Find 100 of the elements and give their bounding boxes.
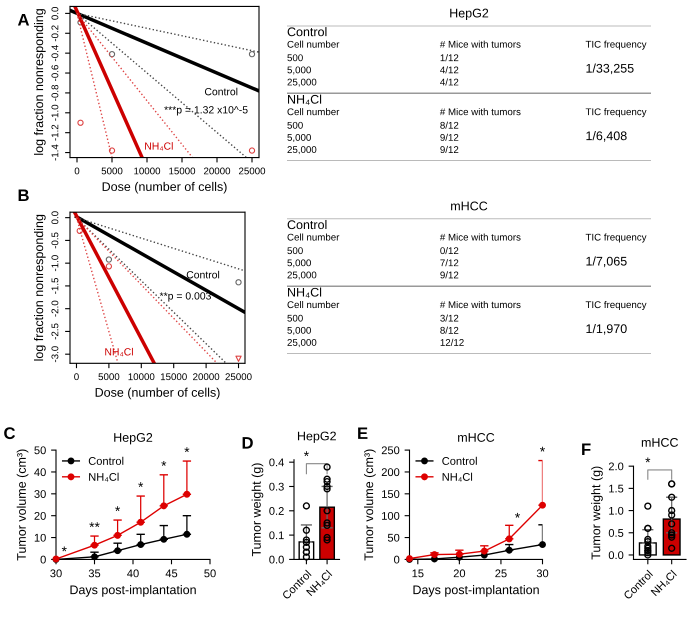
text: 500 (287, 314, 303, 322)
x-tick-label: 20 (454, 569, 466, 578)
y-tick-label: 2.0 (608, 462, 624, 470)
x-tick-label: 10000 (134, 168, 160, 174)
y-tick-label: -0.8 (51, 84, 58, 101)
text: NH₄Cl (288, 94, 322, 105)
y-tick-label: -2.5 (51, 323, 58, 340)
text: C (4, 427, 16, 440)
text: 25,000 (287, 78, 316, 87)
text: D (242, 437, 253, 449)
text: Cell number (287, 40, 340, 48)
text: 5,000 (287, 326, 311, 335)
text: TIC frequency (586, 108, 647, 118)
annotation: ***p = 1.32 x10^-5 (164, 106, 248, 116)
annotation: * (115, 506, 120, 512)
y-tick-label: -1.0 (51, 104, 58, 121)
text: TIC frequency (586, 301, 647, 310)
chart-title: HepG2 (114, 433, 152, 444)
text: Cell number (287, 300, 340, 308)
text: 3/12 (440, 314, 458, 322)
text: NH₄Cl (288, 287, 322, 298)
y-tick-label: 20 (34, 512, 46, 520)
text: # Mice with tumors (440, 233, 521, 241)
legend-label: NH₄Cl (442, 472, 472, 482)
annotation: NH₄Cl (145, 142, 173, 151)
text: 0/12 (440, 246, 458, 254)
y-tick-label: 1.0 (609, 506, 624, 515)
y-tick-label: -1.4 (52, 144, 58, 161)
x-tick-label: 35 (88, 569, 100, 578)
text: 5,000 (287, 66, 311, 75)
y-tick-label: 0.2 (269, 507, 284, 515)
text: F (582, 444, 591, 455)
y-axis-title: Tumor weight (g) (252, 463, 264, 556)
y-axis-title: Tumor volume (cm³) (364, 450, 376, 560)
text: * (304, 451, 309, 456)
y-tick-label: 40 (34, 468, 46, 476)
annotation: Control (186, 270, 220, 278)
text: 500 (287, 247, 303, 254)
text: Cell number (287, 108, 340, 116)
text: 12/12 (440, 338, 464, 346)
y-tick-label: 250 (382, 446, 400, 454)
y-tick-label: 0.1 (269, 531, 284, 540)
text: 8/12 (440, 326, 458, 334)
x-tick-label: 30 (536, 569, 548, 578)
text: 500 (287, 122, 303, 129)
text: HepG2 (450, 8, 488, 20)
y-tick-label: -0.6 (51, 65, 58, 81)
annotation: Control (204, 88, 238, 96)
text: 25,000 (287, 339, 316, 348)
text: 1/12 (440, 54, 458, 62)
x-axis-title: Dose (number of cells) (102, 182, 227, 194)
y-tick-label: -0.2 (51, 25, 58, 42)
y-tick-label: -3.0 (51, 346, 58, 362)
y-tick-label: 10 (34, 534, 46, 542)
text: 9/12 (440, 134, 458, 141)
text: 9/12 (440, 271, 458, 278)
x-tick-label: 25000 (225, 373, 252, 380)
text: 9/12 (440, 146, 458, 154)
y-axis-title: Tumor weight (g) (591, 466, 603, 560)
text: Control (288, 27, 326, 36)
text: 1/1,970 (586, 324, 627, 335)
text: TIC frequency (586, 233, 647, 243)
text: TIC frequency (586, 40, 647, 50)
y-axis-title: log fraction nonresponding (34, 214, 46, 361)
text: A (18, 14, 30, 26)
text: B (18, 190, 29, 202)
annotation: * (138, 482, 144, 488)
annotation: * (540, 446, 545, 452)
y-tick-label: 0.3 (269, 482, 284, 491)
text: 7/12 (440, 259, 458, 266)
x-tick-label: 0 (74, 168, 80, 174)
text: 8/12 (440, 122, 458, 129)
text: E (358, 427, 368, 439)
annotation: **p = 0.003 (160, 292, 211, 302)
y-tick-label: 0 (40, 556, 46, 564)
text: 25,000 (287, 146, 316, 154)
x-tick-label: 50 (204, 569, 216, 578)
annotation: * (62, 546, 67, 552)
y-axis-title: Tumor volume (cm³) (16, 450, 28, 560)
x-tick-label: 0 (74, 373, 79, 380)
annotation: NH₄Cl (105, 348, 133, 356)
y-tick-label: 30 (34, 490, 46, 498)
y-axis-title: log fraction nonresponding (34, 9, 46, 155)
annotation: * (515, 512, 520, 518)
y-tick-label: -1.5 (52, 278, 58, 294)
y-tick-label: -0.5 (51, 232, 58, 248)
y-tick-label: 100 (382, 512, 400, 520)
text: * (645, 457, 650, 462)
x-axis-title: Days post-implantation (413, 585, 539, 597)
y-tick-label: 50 (34, 446, 46, 454)
y-tick-label: 0.0 (51, 7, 58, 20)
y-tick-label: 1.5 (609, 484, 624, 493)
x-tick-label: 15000 (160, 373, 187, 380)
x-axis-title: Dose (number of cells) (96, 388, 220, 400)
y-tick-label: 0.0 (269, 556, 284, 564)
text: 25,000 (287, 272, 316, 280)
text: # Mice with tumors (440, 300, 521, 308)
x-axis-title: Days post-implantation (70, 585, 196, 597)
annotation: * (161, 460, 166, 466)
text: mHCC (451, 202, 488, 210)
